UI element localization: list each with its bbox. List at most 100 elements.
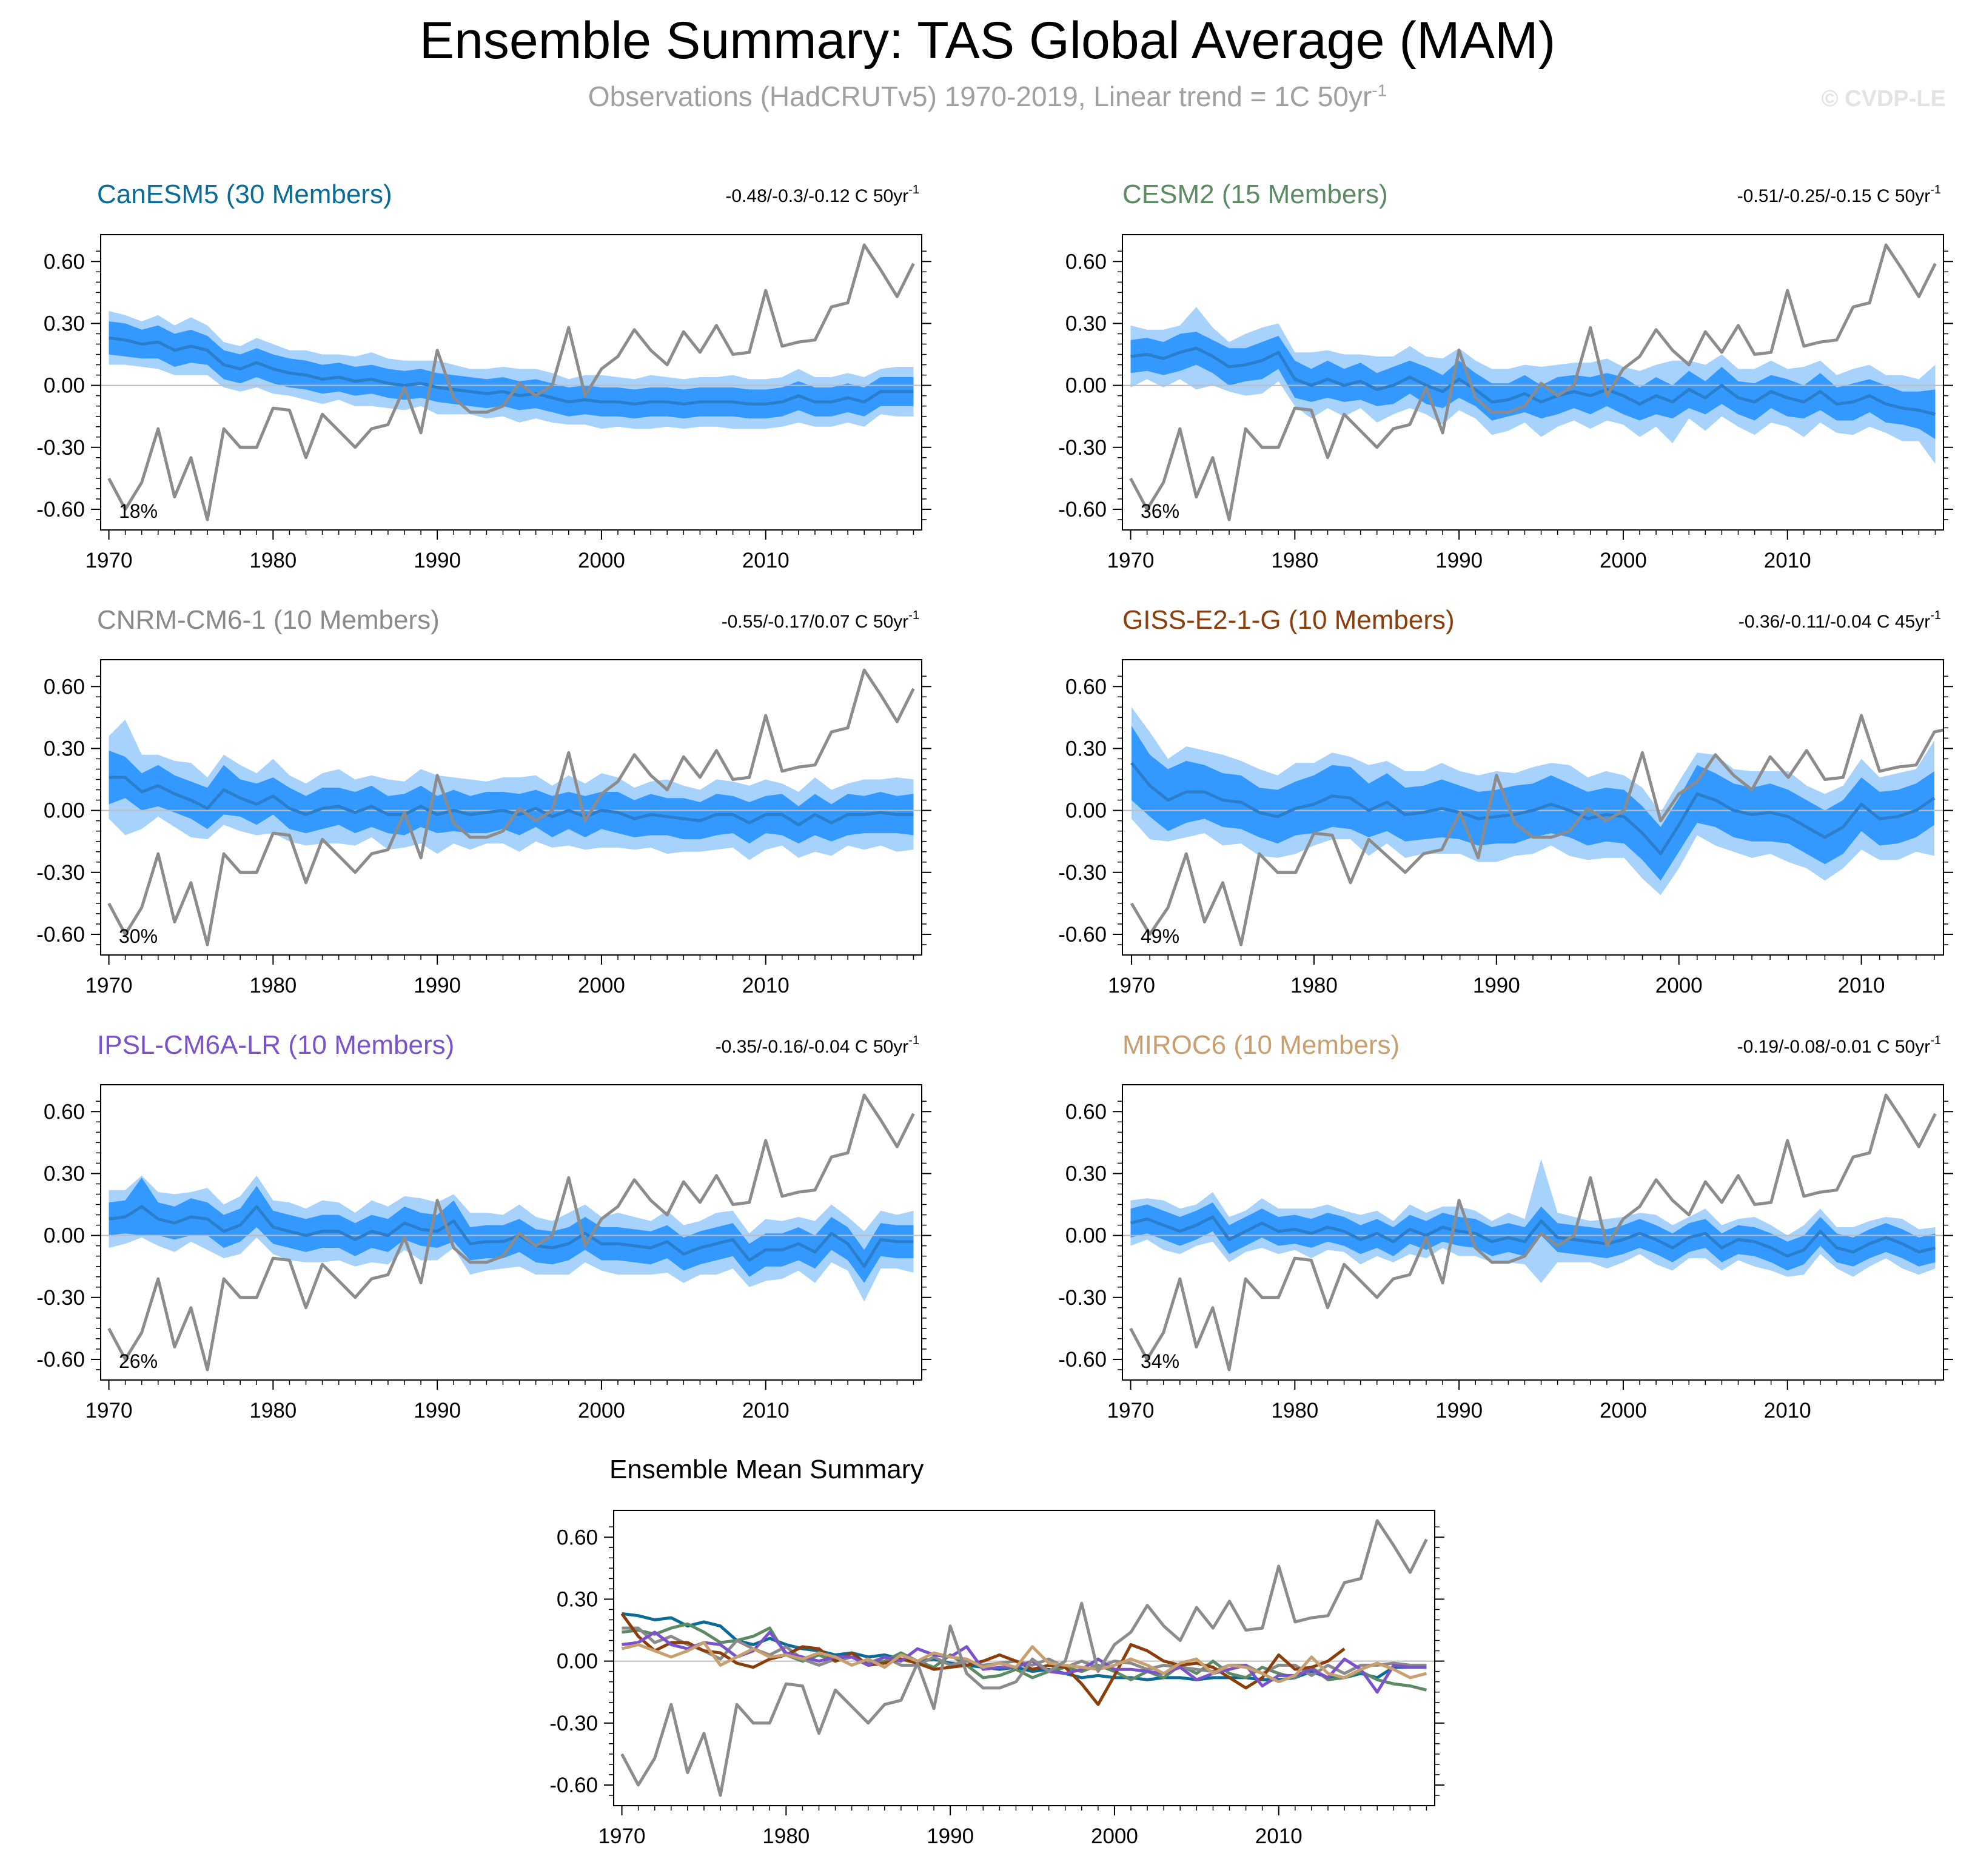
ensemble-mean-line	[109, 1205, 914, 1268]
y-tick-label: 0.60	[557, 1526, 598, 1549]
chart-panel-0: 0.60 0.30 0.00 -0.30 -0.60 1970 1980 1990 2000 20…	[36, 179, 931, 572]
observations-line	[107, 1093, 915, 1372]
observations-line	[107, 243, 915, 521]
y-tick-label: 0.30	[44, 312, 85, 335]
ensemble-mean-line	[109, 776, 914, 826]
x-tick-label: 2000	[578, 974, 625, 997]
plot-area	[1122, 243, 1943, 521]
y-tick-label: -0.60	[1058, 923, 1107, 946]
y-tick-label: -0.30	[1058, 1286, 1107, 1310]
percentile-label: 36%	[1141, 500, 1179, 522]
x-tick-label: 1980	[249, 549, 297, 572]
trend-label: -0.35/-0.16/-0.04 C 50yr-1	[716, 1034, 919, 1057]
spread-inner-band	[109, 750, 914, 844]
spread-inner-band	[109, 321, 914, 419]
x-tick-label: 1970	[1107, 1399, 1155, 1422]
x-tick-label: 1990	[1435, 549, 1483, 572]
panel-title: CNRM-CM6-1 (10 Members)	[97, 605, 440, 635]
y-tick-label: 0.60	[44, 1100, 85, 1124]
plot-area	[101, 243, 922, 521]
x-tick-label: 1990	[927, 1824, 974, 1848]
y-tick-label: 0.00	[1065, 1224, 1107, 1248]
x-tick-label: 1970	[599, 1824, 646, 1848]
plot-area	[1122, 707, 1943, 946]
panel-title: MIROC6 (10 Members)	[1122, 1030, 1400, 1060]
trend-text: -0.55/-0.17/0.07 C 50yr	[722, 612, 909, 632]
plot-area	[1122, 1093, 1943, 1372]
trend-superscript: -1	[908, 609, 919, 622]
x-tick-label: 2000	[578, 549, 625, 572]
percentile-label: 30%	[119, 925, 158, 947]
spread-inner-band	[1132, 726, 1934, 881]
x-tick-label: 2000	[1600, 1399, 1647, 1422]
series-line-miroc6	[621, 1641, 1427, 1684]
panel-title: CanESM5 (30 Members)	[97, 179, 392, 209]
x-tick-label: 2010	[1764, 1399, 1811, 1422]
x-tick-label: 2000	[1600, 549, 1647, 572]
trend-label: -0.55/-0.17/0.07 C 50yr-1	[722, 609, 919, 632]
y-tick-label: 0.00	[1065, 374, 1107, 398]
trend-label: -0.19/-0.08/-0.01 C 50yr-1	[1737, 1034, 1941, 1057]
y-tick-label: 0.00	[557, 1650, 598, 1673]
trend-text: -0.36/-0.11/-0.04 C 45yr	[1739, 612, 1930, 632]
y-tick-label: 0.30	[44, 1162, 85, 1185]
y-tick-label: 0.30	[1065, 737, 1107, 760]
observations-line	[1130, 714, 1943, 946]
trend-label: -0.36/-0.11/-0.04 C 45yr-1	[1739, 609, 1941, 632]
trend-text: -0.19/-0.08/-0.01 C 50yr	[1737, 1037, 1931, 1057]
plot-frame	[613, 1510, 1435, 1806]
y-tick-label: -0.30	[549, 1712, 598, 1735]
x-tick-label: 2010	[742, 1399, 790, 1422]
trend-superscript: -1	[908, 183, 919, 196]
ensemble-mean-line	[1130, 1215, 1936, 1258]
observations-line	[107, 668, 915, 946]
y-tick-label: -0.30	[36, 1286, 85, 1310]
y-tick-label: -0.60	[36, 1348, 85, 1372]
panel-title: GISS-E2-1-G (10 Members)	[1122, 605, 1455, 635]
x-tick-label: 1970	[86, 1399, 133, 1422]
y-tick-label: -0.60	[1058, 498, 1107, 521]
figure-subtitle: Observations (HadCRUTv5) 1970-2019, Line…	[0, 80, 1975, 113]
trend-superscript: -1	[1930, 1034, 1941, 1047]
x-tick-label: 2000	[1091, 1824, 1138, 1848]
y-tick-label: 0.60	[1065, 250, 1107, 273]
observations-line	[1129, 1093, 1937, 1372]
y-tick-label: 0.00	[44, 374, 85, 398]
y-tick-label: -0.60	[549, 1774, 598, 1797]
panel-title: Ensemble Mean Summary	[609, 1455, 924, 1484]
x-tick-label: 1990	[414, 974, 461, 997]
x-tick-label: 1970	[86, 974, 133, 997]
plot-frame	[1122, 234, 1944, 531]
y-tick-label: 0.00	[44, 1224, 85, 1248]
trend-superscript: -1	[1930, 183, 1941, 196]
plot-frame	[100, 234, 922, 531]
x-tick-label: 2010	[1255, 1824, 1303, 1848]
chart-panel-3: 0.60 0.30 0.00 -0.30 -0.60 1970 1980 1990 2000 20…	[1058, 605, 1953, 997]
y-tick-label: 0.60	[44, 250, 85, 273]
y-tick-label: 0.30	[1065, 312, 1107, 335]
ensemble-mean-line	[1130, 346, 1936, 416]
x-tick-label: 1980	[1271, 1399, 1318, 1422]
ensemble-mean-line	[1130, 762, 1936, 856]
x-tick-label: 1990	[414, 1399, 461, 1422]
chart-panel-5: 0.60 0.30 0.00 -0.30 -0.60 1970 1980 1990 2000 20…	[1058, 1030, 1953, 1422]
x-tick-label: 1990	[414, 549, 461, 572]
y-tick-label: 0.60	[1065, 675, 1107, 698]
plot-area	[101, 668, 922, 946]
chart-panel-4: 0.60 0.30 0.00 -0.30 -0.60 1970 1980 1990 2000 20…	[36, 1030, 931, 1422]
y-tick-label: 0.30	[44, 737, 85, 760]
observations-line	[620, 1519, 1428, 1797]
x-tick-label: 2000	[1655, 974, 1703, 997]
trend-text: -0.48/-0.3/-0.12 C 50yr	[725, 186, 908, 206]
series-line-giss-e2-1-g	[620, 1612, 1346, 1706]
x-tick-label: 1990	[1435, 1399, 1483, 1422]
subtitle-text: Observations (HadCRUTv5) 1970-2019, Line…	[588, 81, 1372, 112]
x-tick-label: 2010	[1838, 974, 1885, 997]
y-tick-label: -0.30	[36, 861, 85, 885]
y-tick-label: 0.00	[1065, 799, 1107, 823]
x-tick-label: 2010	[742, 974, 790, 997]
trend-superscript: -1	[908, 1034, 919, 1047]
subtitle-superscript: -1	[1372, 81, 1387, 100]
y-tick-label: 0.00	[44, 799, 85, 823]
y-tick-label: -0.60	[1058, 1348, 1107, 1372]
